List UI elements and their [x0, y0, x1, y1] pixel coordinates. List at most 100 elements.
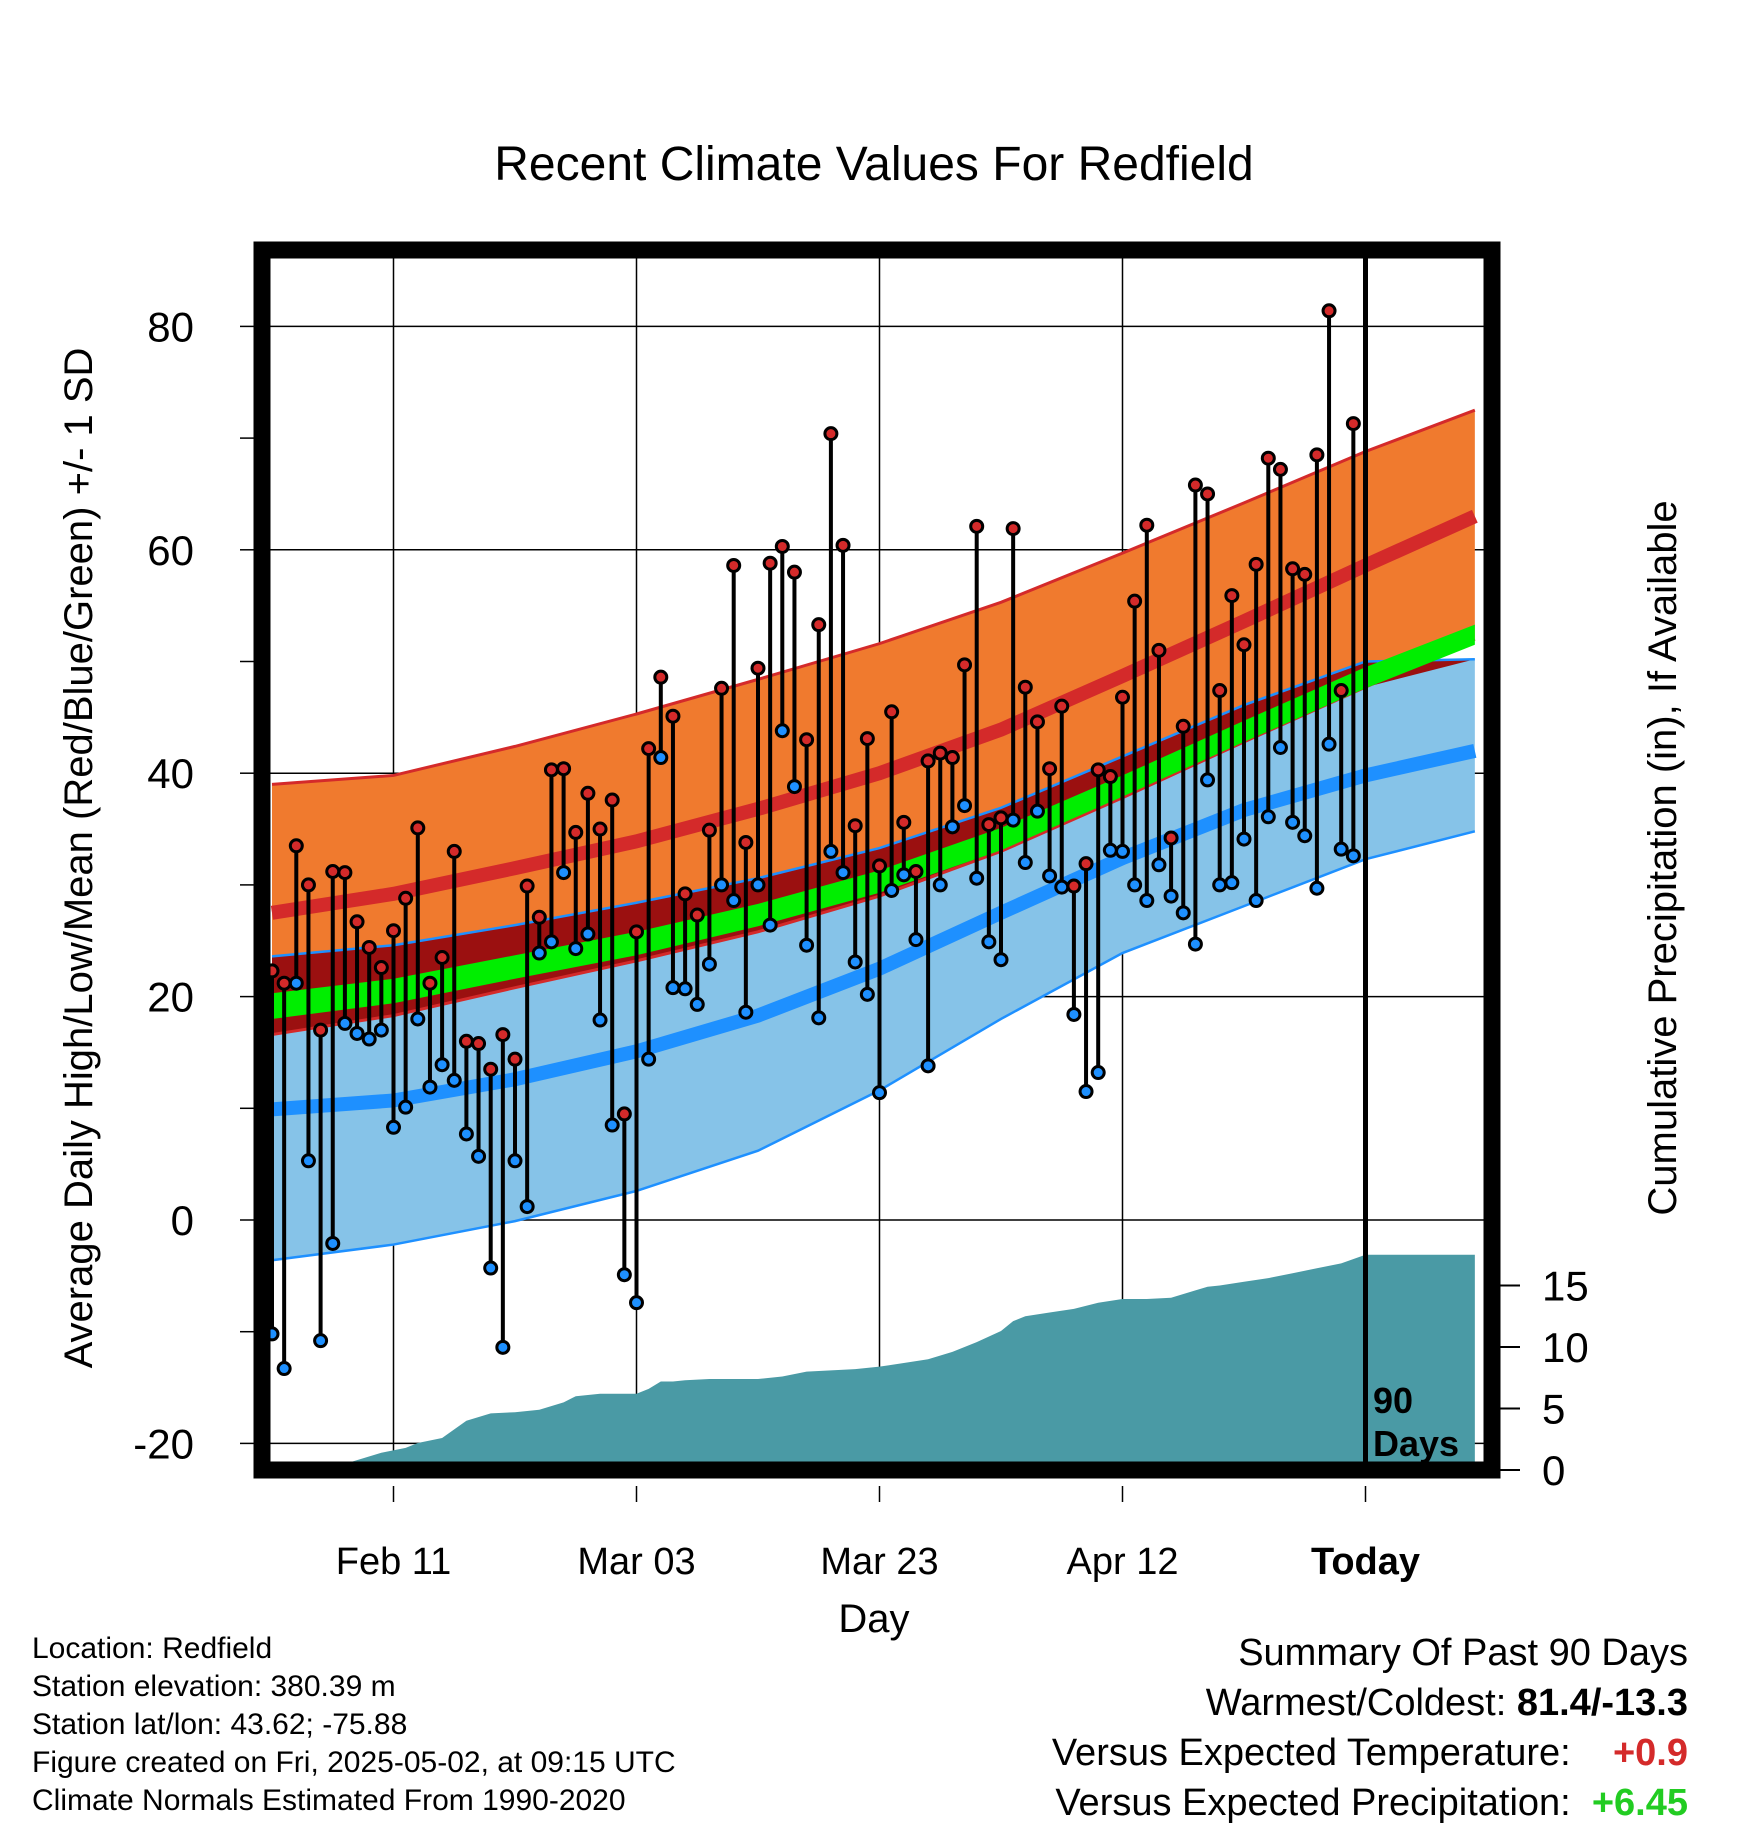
low-point [592, 1012, 608, 1028]
low-point [495, 1339, 511, 1355]
high-point [920, 753, 936, 769]
low-point [629, 1295, 644, 1311]
high-point [1200, 486, 1216, 502]
high-point [957, 657, 973, 673]
low-point [1163, 888, 1179, 904]
y-tick-label: 40 [147, 750, 194, 797]
low-point [1139, 893, 1155, 909]
high-point [349, 914, 365, 930]
low-point [434, 1057, 450, 1073]
low-point [543, 934, 559, 950]
temp-label: Versus Expected Temperature: [1051, 1732, 1571, 1774]
x-tick-label: Apr 12 [1067, 1541, 1179, 1583]
high-point [276, 975, 292, 991]
low-point [1187, 936, 1203, 952]
high-point [434, 950, 450, 966]
low-point [446, 1072, 462, 1088]
high-point [361, 939, 377, 955]
high-point [471, 1036, 487, 1052]
low-point [531, 945, 547, 961]
low-point [1200, 772, 1216, 788]
low-point [920, 1058, 936, 1074]
low-point [1151, 857, 1167, 873]
high-point [313, 1022, 329, 1038]
precip-area [296, 1254, 1475, 1470]
high-point [641, 741, 657, 757]
low-point [726, 893, 742, 909]
low-point [957, 798, 973, 814]
high-point [483, 1061, 499, 1077]
low-point [604, 1117, 620, 1133]
high-point [580, 785, 596, 801]
high-point [823, 426, 839, 442]
high-point [288, 838, 304, 854]
low-point [859, 986, 875, 1002]
high-point [1345, 416, 1361, 432]
high-point [325, 863, 341, 879]
chart-title: Recent Climate Values For Redfield [494, 138, 1253, 191]
x-tick-label: Feb 11 [336, 1541, 451, 1583]
normals-text: Climate Normals Estimated From 1990-2020 [32, 1784, 626, 1817]
low-point [1345, 848, 1361, 864]
low-point [1285, 814, 1301, 830]
high-point [1187, 477, 1203, 493]
normal-bands [270, 408, 1478, 1262]
low-point [1115, 843, 1130, 859]
low-point [1090, 1065, 1106, 1081]
high-point [1090, 762, 1106, 778]
high-point [446, 843, 462, 859]
high-point [373, 960, 389, 976]
latlon-text: Station lat/lon: 43.62; -75.88 [32, 1708, 408, 1741]
warm-cold-label: Warmest/Coldest: [1205, 1682, 1517, 1724]
high-point [1151, 642, 1167, 658]
high-point [422, 975, 438, 991]
high-point [543, 762, 559, 778]
low-point [556, 865, 572, 881]
y2-tick-label: 0 [1542, 1447, 1565, 1494]
precip-area-group [296, 1254, 1475, 1470]
high-point [786, 564, 802, 580]
low-point [1272, 740, 1288, 756]
high-point [1297, 566, 1313, 582]
low-point [1066, 1006, 1082, 1022]
low-point [422, 1079, 438, 1095]
low-point [1029, 803, 1045, 819]
high-point [1212, 683, 1228, 699]
low-point [325, 1235, 341, 1251]
high-point [1224, 588, 1240, 604]
low-point [677, 981, 693, 997]
high-point [993, 810, 1009, 826]
x-tick-label: Today [1311, 1541, 1420, 1583]
location-text: Location: Redfield [32, 1632, 273, 1665]
high-point [689, 907, 705, 923]
high-point [859, 731, 875, 747]
high-point [1175, 718, 1191, 734]
low-point [519, 1199, 535, 1215]
high-point [507, 1051, 523, 1067]
high-point [398, 890, 414, 906]
low-point [616, 1267, 632, 1283]
high-point [762, 555, 778, 571]
high-point [677, 886, 693, 902]
low-point [872, 1085, 887, 1101]
high-point [665, 708, 681, 724]
low-point [884, 882, 900, 898]
high-point [568, 824, 584, 840]
low-point [1175, 905, 1191, 921]
high-point [1054, 698, 1070, 714]
y-axis-left: -20 0 20 40 60 80 [133, 303, 254, 1467]
elevation-text: Station elevation: 380.39 m [32, 1670, 396, 1703]
low-point [471, 1148, 487, 1164]
high-point [1115, 689, 1130, 705]
precip-value: +6.45 [1591, 1782, 1688, 1824]
today-days-word: Days [1373, 1423, 1459, 1464]
high-point [1236, 637, 1252, 653]
low-point [1309, 880, 1325, 896]
high-point [1005, 521, 1021, 537]
high-point [872, 858, 887, 874]
high-point [884, 704, 900, 720]
y-tick-label: 20 [147, 974, 194, 1021]
low-point [641, 1051, 657, 1067]
high-point [592, 821, 608, 837]
summary-panel: Summary Of Past 90 Days Warmest/Coldest:… [1052, 1628, 1688, 1828]
